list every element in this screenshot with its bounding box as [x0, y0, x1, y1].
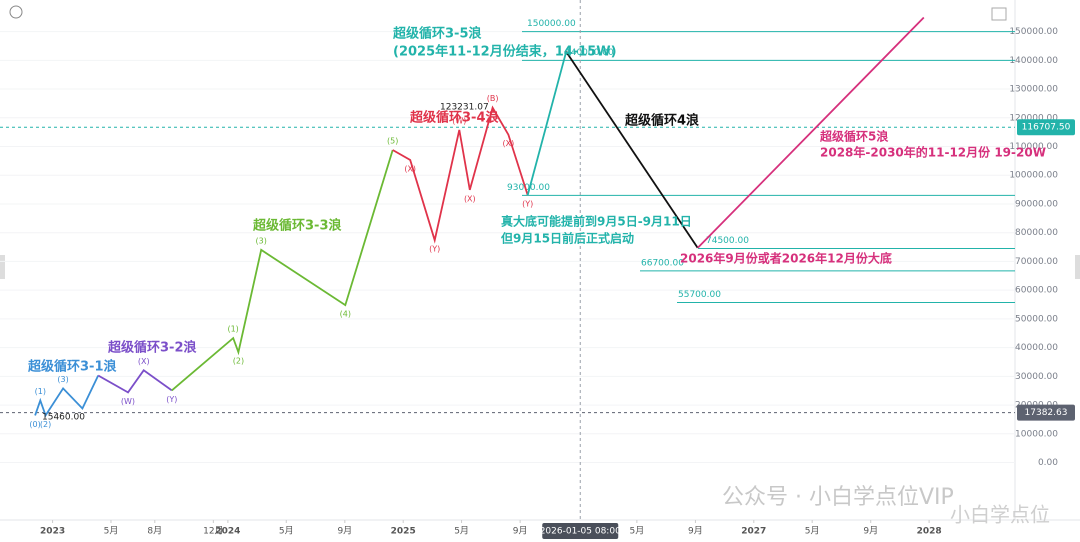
price-badge-label: 116707.50 — [1022, 123, 1071, 133]
x-tick-label: 12月 — [203, 526, 223, 537]
fib-level-label: 140000.00 — [565, 48, 614, 58]
fib-level-label: 74500.00 — [706, 236, 749, 246]
annotation: 但9月15日前后正式启动 — [500, 231, 634, 246]
x-tick-label: 5月 — [279, 526, 294, 537]
wave-label: (X) — [464, 194, 476, 203]
y-tick-label: 60000.00 — [1015, 286, 1058, 296]
wave-label: (2) — [233, 357, 244, 366]
wave-line — [526, 51, 568, 196]
annotation: 超级循环3-5浪 — [393, 26, 482, 42]
wave-label: (3) — [57, 375, 68, 384]
x-tick-label: 2028 — [917, 527, 942, 537]
wave-line — [34, 375, 100, 418]
y-tick-label: 110000.00 — [1009, 142, 1058, 152]
wave-line — [392, 105, 529, 244]
annotation: 超级循环3-3浪 — [253, 218, 342, 234]
annotation: 超级循环3-4浪 — [410, 110, 499, 126]
side-tab[interactable] — [0, 255, 5, 279]
wave-label: (4) — [340, 310, 351, 319]
wave-line — [565, 51, 699, 249]
annotation: 超级循环5浪 — [819, 129, 888, 144]
x-tick-label: 5月 — [454, 526, 469, 537]
fib-level-label: 55700.00 — [678, 290, 721, 300]
annotation: 真大底可能提前到9月5日-9月11日 — [501, 214, 692, 229]
watermark: 小白学点位 — [950, 503, 1050, 527]
x-tick-label: 9月 — [863, 526, 878, 537]
x-tick-label: 2024 — [215, 527, 240, 537]
wave-line — [171, 149, 394, 392]
wave-label: (0) — [29, 420, 40, 429]
side-tab[interactable] — [1075, 255, 1080, 279]
annotation: 超级循环4浪 — [625, 113, 699, 129]
wave-line — [697, 16, 925, 249]
wave-label: (Y) — [166, 395, 177, 404]
fib-level-label: 93000.00 — [507, 183, 550, 193]
x-tick-label: 5月 — [104, 526, 119, 537]
annotation: (2025年11-12月份结束，14-15W) — [393, 44, 617, 60]
x-tick-label: 5月 — [630, 526, 645, 537]
y-tick-label: 140000.00 — [1009, 56, 1058, 66]
y-tick-label: 130000.00 — [1009, 85, 1058, 95]
watermark: 公众号 · 小白学点位VIP — [722, 485, 954, 510]
wave-label: (Y) — [522, 200, 533, 209]
crosshair-badge — [542, 523, 619, 539]
wave-label: (2) — [40, 420, 51, 429]
wave-label: (1) — [227, 325, 238, 334]
x-tick-label: 5月 — [805, 526, 820, 537]
annotation: 123231.07 — [440, 103, 489, 113]
wave-label: (X) — [404, 165, 416, 174]
y-tick-label: 0.00 — [1038, 458, 1058, 468]
settings-icon[interactable] — [991, 7, 1007, 21]
x-tick-label: 2027 — [741, 527, 766, 537]
annotation: 超级循环3-2浪 — [108, 340, 197, 356]
menu-icon[interactable] — [9, 5, 23, 19]
x-tick-label: 9月 — [513, 526, 528, 537]
wave-label: (Y) — [429, 245, 440, 254]
wave-label: (X) — [503, 139, 515, 148]
y-tick-label: 70000.00 — [1015, 257, 1058, 267]
wave-label: (W) — [121, 397, 135, 406]
fib-level-label: 150000.00 — [527, 19, 576, 29]
y-tick-label: 40000.00 — [1015, 343, 1058, 353]
x-tick-label: 8月 — [147, 526, 162, 537]
y-tick-label: 150000.00 — [1009, 27, 1058, 37]
y-tick-label: 120000.00 — [1009, 113, 1058, 123]
wave-label: (W) — [452, 116, 466, 125]
x-tick-label: 9月 — [337, 526, 352, 537]
y-tick-label: 50000.00 — [1015, 314, 1058, 324]
annotation: 2028年-2030年的11-12月份 19-20W — [820, 145, 1046, 160]
wave-label: (3) — [256, 236, 267, 245]
y-tick-label: 100000.00 — [1009, 171, 1058, 181]
wave-line — [97, 369, 173, 394]
x-tick-label: 2025 — [391, 527, 416, 537]
crosshair-label: 2026-01-05 08:00 — [540, 527, 621, 537]
wave-label: (X) — [138, 357, 150, 366]
wave-label: (1) — [35, 387, 46, 396]
price-badge — [1017, 119, 1075, 136]
price-badge-label: 17382.63 — [1025, 408, 1068, 418]
wave-label: (B) — [487, 94, 499, 103]
x-tick-label: 2023 — [40, 527, 65, 537]
y-tick-label: 10000.00 — [1015, 429, 1058, 439]
fib-level-label: 66700.00 — [641, 258, 684, 268]
y-tick-label: 90000.00 — [1015, 199, 1058, 209]
annotation: 2026年9月份或者2026年12月份大底 — [680, 251, 892, 266]
price-badge — [1017, 404, 1075, 421]
wave-label: (5) — [387, 136, 398, 145]
y-tick-label: 30000.00 — [1015, 372, 1058, 382]
annotation: 超级循环3-1浪 — [28, 359, 117, 375]
x-tick-label: 9月 — [688, 526, 703, 537]
annotation: 15460.00 — [42, 413, 85, 423]
y-tick-label: 80000.00 — [1015, 228, 1058, 238]
